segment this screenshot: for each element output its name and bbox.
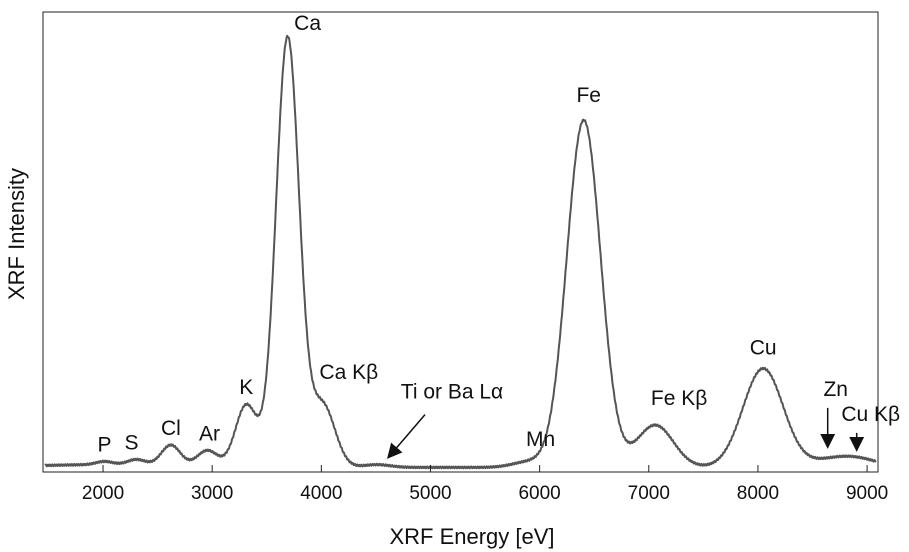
x-tick-label: 3000 [191, 483, 233, 504]
peak-label: Cu Kβ [841, 403, 900, 426]
x-tick-label: 8000 [737, 483, 779, 504]
x-axis-label: XRF Energy [eV] [389, 524, 554, 549]
x-tick-label: 9000 [846, 483, 888, 504]
peak-label: Cl [161, 417, 181, 440]
y-axis-label: XRF Intensity [4, 168, 29, 300]
spectrum-line [44, 34, 877, 470]
peak-label: S [124, 431, 138, 454]
peak-label: Ti or Ba Lα [401, 381, 503, 404]
peak-label: Fe [576, 84, 601, 107]
peak-arrow [387, 414, 426, 459]
peak-label: P [97, 433, 111, 456]
x-tick-label: 6000 [518, 483, 560, 504]
peak-label: K [239, 376, 253, 399]
peak-label: Mn [526, 428, 555, 451]
x-tick-label: 4000 [300, 483, 342, 504]
peak-label: Ca Kβ [319, 361, 378, 384]
peak-label: Cu [750, 336, 777, 359]
plot-frame [42, 11, 879, 473]
peak-label: Fe Kβ [651, 387, 707, 410]
x-axis-ticks: 2000 3000 4000 5000 6000 7000 8000 9000 [82, 465, 888, 504]
x-tick-label: 2000 [82, 483, 124, 504]
peak-label: Zn [823, 378, 848, 401]
peak-label: Ca [294, 12, 321, 35]
x-tick-label: 5000 [409, 483, 451, 504]
x-tick-label: 7000 [628, 483, 670, 504]
peak-labels: P S Cl Ar K Ca Ca Kβ Ti or Ba Lα Mn Fe Fe Kβ Cu ZnCu… [97, 12, 900, 459]
peak-label: Ar [199, 422, 220, 445]
